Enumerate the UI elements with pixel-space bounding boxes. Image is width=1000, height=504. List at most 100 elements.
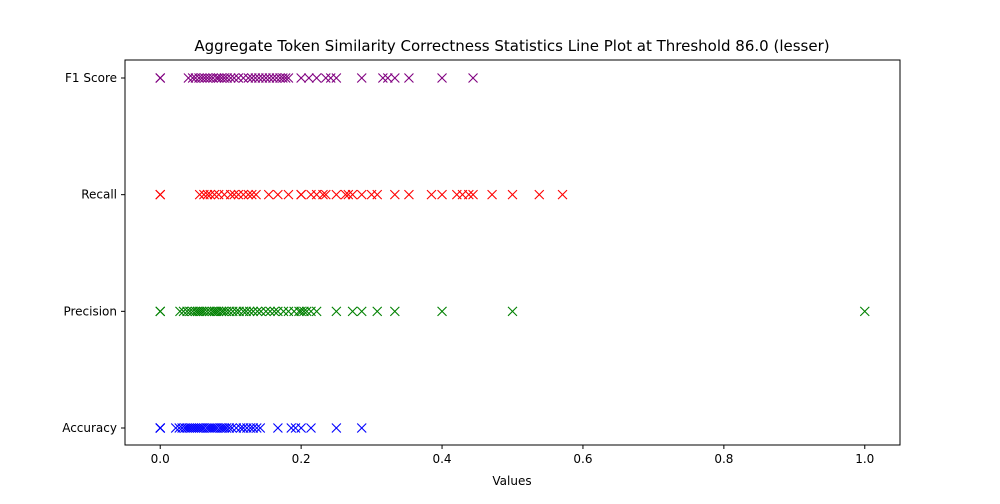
data-point-precision bbox=[209, 306, 220, 317]
data-point-precision bbox=[194, 306, 205, 317]
data-point-precision bbox=[356, 306, 367, 317]
data-point-f1-score bbox=[246, 73, 257, 83]
data-point-precision bbox=[175, 306, 185, 317]
x-tick-label: 0.4 bbox=[432, 452, 451, 466]
data-point-precision bbox=[261, 306, 271, 317]
data-point-precision bbox=[507, 306, 518, 317]
y-tick-label-recall: Recall bbox=[81, 188, 117, 202]
data-point-recall bbox=[340, 189, 351, 200]
data-point-precision bbox=[241, 306, 252, 317]
data-point-recall bbox=[389, 189, 400, 200]
x-axis-label: Values bbox=[492, 474, 531, 488]
data-point-accuracy bbox=[224, 423, 235, 433]
data-point-recall bbox=[463, 189, 474, 200]
series-accuracy bbox=[155, 423, 367, 433]
data-point-accuracy bbox=[306, 423, 316, 433]
data-point-precision bbox=[234, 306, 245, 317]
data-point-recall bbox=[225, 189, 236, 200]
data-point-recall bbox=[238, 189, 249, 200]
data-point-recall bbox=[233, 189, 244, 200]
data-point-f1-score bbox=[389, 73, 400, 83]
data-point-recall bbox=[205, 189, 216, 200]
data-point-recall bbox=[557, 189, 568, 200]
data-point-accuracy bbox=[231, 423, 242, 433]
data-point-f1-score bbox=[183, 73, 194, 83]
data-point-f1-score bbox=[382, 73, 393, 83]
data-point-recall bbox=[356, 189, 367, 200]
data-point-accuracy bbox=[272, 423, 283, 433]
data-point-accuracy bbox=[194, 423, 205, 433]
data-point-recall bbox=[194, 189, 205, 200]
data-point-precision bbox=[301, 306, 312, 317]
y-tick-label-f1-score: F1 Score bbox=[65, 71, 117, 85]
data-point-recall bbox=[487, 189, 497, 200]
data-point-f1-score bbox=[233, 73, 244, 83]
data-point-accuracy bbox=[248, 423, 259, 433]
data-point-recall bbox=[283, 189, 294, 200]
data-point-recall bbox=[468, 189, 478, 200]
data-point-accuracy bbox=[217, 423, 228, 433]
data-point-f1-score bbox=[257, 73, 268, 83]
data-point-accuracy bbox=[286, 423, 297, 433]
data-point-recall bbox=[229, 189, 240, 200]
data-point-f1-score bbox=[268, 73, 278, 83]
data-point-precision bbox=[859, 306, 870, 317]
data-point-accuracy bbox=[199, 423, 209, 433]
data-point-f1-score bbox=[250, 73, 261, 83]
data-point-recall bbox=[209, 189, 220, 200]
plot-marks bbox=[155, 73, 870, 433]
x-tick-label: 0.6 bbox=[573, 452, 592, 466]
data-point-precision bbox=[331, 306, 342, 317]
data-point-f1-score bbox=[331, 73, 342, 83]
data-point-precision bbox=[311, 306, 322, 317]
data-point-accuracy bbox=[208, 423, 218, 433]
data-point-f1-score bbox=[243, 73, 254, 83]
data-point-accuracy bbox=[255, 423, 266, 433]
data-point-precision bbox=[269, 306, 280, 317]
data-point-accuracy bbox=[219, 423, 230, 433]
data-point-precision bbox=[252, 306, 263, 317]
data-point-recall bbox=[320, 189, 331, 200]
data-point-recall bbox=[243, 189, 254, 200]
data-point-accuracy bbox=[238, 423, 249, 433]
data-point-f1-score bbox=[238, 73, 249, 83]
data-point-precision bbox=[437, 306, 447, 317]
data-point-f1-score bbox=[311, 73, 322, 83]
data-point-recall bbox=[534, 189, 545, 200]
data-point-f1-score bbox=[264, 73, 275, 83]
data-point-recall bbox=[404, 189, 414, 200]
y-tick-label-accuracy: Accuracy bbox=[62, 421, 117, 435]
data-point-f1-score bbox=[377, 73, 388, 83]
data-point-f1-score bbox=[222, 73, 233, 83]
data-point-precision bbox=[372, 306, 383, 317]
data-point-f1-score bbox=[261, 73, 271, 83]
data-point-f1-score bbox=[155, 73, 166, 83]
data-point-recall bbox=[272, 189, 283, 200]
data-point-f1-score bbox=[404, 73, 414, 83]
data-point-recall bbox=[331, 189, 342, 200]
data-point-precision bbox=[211, 306, 222, 317]
data-point-precision bbox=[248, 306, 259, 317]
y-axis-ticks: Accuracy Precision Recall F1 Score bbox=[62, 71, 125, 435]
data-point-precision bbox=[389, 306, 400, 317]
data-point-precision bbox=[294, 306, 304, 317]
series-f1-score bbox=[155, 73, 478, 83]
data-point-recall bbox=[155, 189, 166, 200]
data-point-precision bbox=[231, 306, 242, 317]
data-point-precision bbox=[196, 306, 207, 317]
data-point-precision bbox=[204, 306, 215, 317]
data-point-f1-score bbox=[283, 73, 294, 83]
data-point-f1-score bbox=[468, 73, 478, 83]
data-point-f1-score bbox=[296, 73, 307, 83]
data-point-accuracy bbox=[296, 423, 307, 433]
data-point-precision bbox=[244, 306, 255, 317]
data-point-recall bbox=[372, 189, 383, 200]
data-point-precision bbox=[216, 306, 227, 317]
series-recall bbox=[155, 189, 568, 200]
data-point-recall bbox=[318, 189, 328, 200]
data-point-accuracy bbox=[251, 423, 262, 433]
data-point-recall bbox=[296, 189, 307, 200]
data-point-precision bbox=[289, 306, 299, 317]
